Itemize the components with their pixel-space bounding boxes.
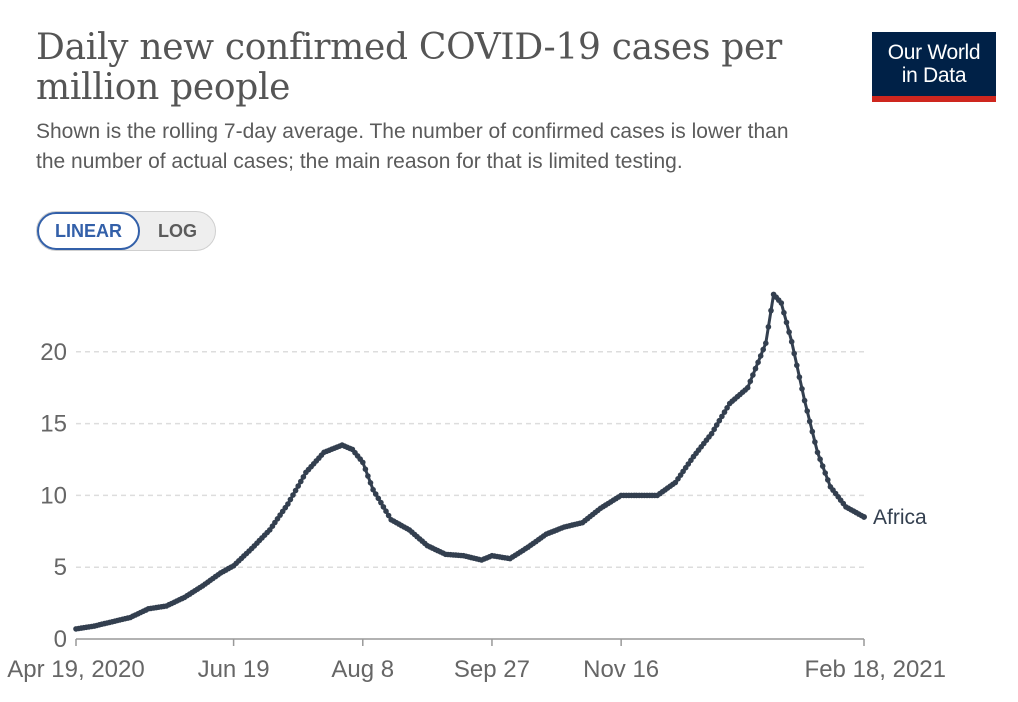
chart-title-line1: Daily new confirmed COVID-19 cases per	[36, 27, 782, 68]
data-point	[809, 428, 816, 435]
data-point	[360, 459, 366, 466]
data-point	[799, 386, 805, 392]
x-tick-label: Nov 16	[583, 656, 659, 683]
data-point	[796, 374, 803, 380]
data-point	[362, 466, 369, 473]
data-point	[367, 480, 374, 486]
data-point	[861, 513, 867, 520]
data-point	[378, 499, 384, 506]
owid-logo[interactable]: Our World in Data	[872, 32, 996, 102]
data-point	[708, 430, 715, 437]
data-point	[760, 346, 766, 353]
x-axis: Apr 19, 2020 Jun 19 Aug 8 Sep 27 Nov 16 Feb 1…	[7, 638, 946, 683]
data-point	[778, 300, 785, 306]
data-point	[817, 456, 823, 463]
data-point	[765, 324, 772, 330]
data-point	[750, 372, 756, 378]
scale-toggle: LINEAR LOG	[36, 211, 216, 251]
data-point	[300, 474, 307, 480]
y-tick-label: 20	[40, 339, 67, 366]
data-point	[380, 504, 387, 510]
linear-scale-button[interactable]: LINEAR	[37, 212, 140, 250]
data-point	[721, 409, 728, 415]
data-point	[804, 408, 810, 414]
data-point	[713, 422, 720, 428]
data-point	[783, 319, 790, 326]
logo-line2: in Data	[901, 64, 967, 87]
data-point	[768, 307, 774, 314]
data-point	[285, 501, 291, 507]
data-point	[791, 350, 797, 357]
data-point	[365, 473, 371, 479]
data-point	[819, 463, 826, 469]
x-tick-label: Jun 19	[198, 656, 270, 683]
series-label-africa: Africa	[873, 506, 927, 529]
data-point	[711, 426, 717, 433]
data-point	[295, 483, 302, 489]
data-point	[786, 329, 792, 335]
grid-lines	[76, 351, 864, 568]
data-point	[794, 362, 800, 369]
x-tick-label: Sep 27	[454, 656, 530, 683]
data-point	[744, 384, 751, 391]
data-point	[757, 353, 764, 359]
data-point	[781, 309, 787, 316]
data-point	[747, 378, 754, 385]
data-point	[298, 478, 304, 485]
y-tick-label: 5	[54, 554, 67, 581]
data-point	[292, 487, 299, 494]
y-axis: 0 5 10 15 20	[40, 339, 67, 653]
chart-subtitle-line2: the number of actual cases; the main rea…	[36, 150, 683, 173]
data-point	[825, 477, 831, 483]
data-point	[724, 405, 730, 411]
data-point	[806, 418, 813, 425]
data-point	[801, 397, 808, 404]
data-point	[822, 470, 828, 476]
chart-subtitle: Shown is the rolling 7-day average. The …	[36, 117, 936, 177]
log-scale-button[interactable]: LOG	[140, 212, 215, 250]
data-point	[375, 495, 382, 502]
data-point	[814, 449, 821, 456]
series-line	[75, 292, 865, 631]
chart-title: Daily new confirmed COVID-19 cases per m…	[36, 28, 836, 108]
chart-subtitle-line1: Shown is the rolling 7-day average. The …	[36, 120, 789, 143]
y-tick-label: 10	[40, 482, 67, 509]
data-point	[812, 439, 818, 445]
data-point	[719, 413, 725, 420]
data-point	[716, 417, 723, 424]
logo-line1: Our World	[887, 41, 981, 64]
data-point	[752, 365, 759, 372]
data-point	[385, 512, 392, 519]
data-point	[370, 486, 376, 493]
y-tick-label: 15	[40, 411, 67, 438]
data-point	[290, 492, 296, 498]
data-point	[755, 359, 761, 366]
data-point	[372, 491, 379, 497]
x-tick-label: Apr 19, 2020	[7, 656, 144, 683]
data-point	[763, 340, 769, 347]
data-point	[383, 508, 389, 514]
chart-title-line2: million people	[36, 67, 291, 108]
data-point	[788, 338, 795, 345]
x-tick-label: Feb 18, 2021	[805, 656, 946, 683]
x-tick-label: Aug 8	[331, 656, 394, 683]
y-tick-label: 0	[54, 626, 67, 653]
series-layer: Africa	[73, 291, 927, 632]
data-point	[287, 496, 294, 503]
